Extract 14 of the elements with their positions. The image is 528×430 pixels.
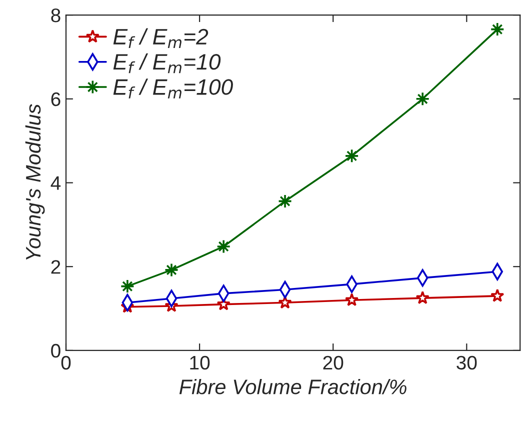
- legend-label: E$_{f}$ / E$_{m}$=2: [113, 28, 208, 48]
- legend-label: E$_{f}$ / E$_{m}$=100: [113, 78, 233, 98]
- x-tick-label: 30: [456, 356, 477, 370]
- y-tick-label: 6: [51, 92, 60, 106]
- y-axis-title: Young's Modulus: [25, 104, 45, 260]
- y-tick-label: 2: [51, 260, 60, 274]
- x-axis-title: Fibre Volume Fraction/%: [179, 378, 406, 394]
- y-tick-label: 8: [51, 8, 60, 22]
- legend-label: E$_{f}$ / E$_{m}$=10: [113, 53, 221, 74]
- x-tick-label: 10: [190, 356, 210, 370]
- x-tick-label: 0: [61, 356, 71, 370]
- x-tick-label: 20: [323, 356, 344, 370]
- y-tick-label: 4: [50, 176, 61, 190]
- y-tick-label: 0: [51, 344, 60, 358]
